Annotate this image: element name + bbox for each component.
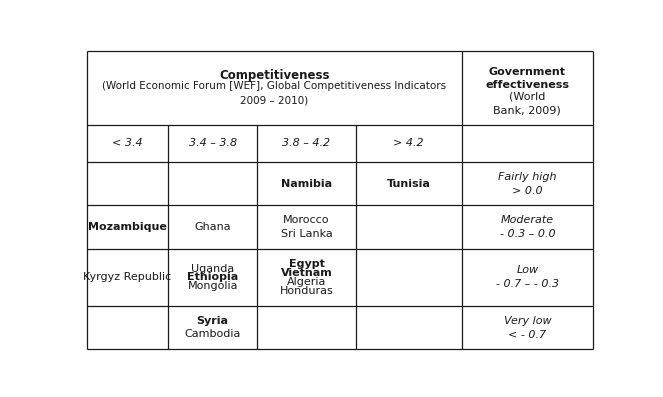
Text: < 3.4: < 3.4 bbox=[112, 138, 143, 148]
Text: Low
- 0.7 – - 0.3: Low - 0.7 – - 0.3 bbox=[496, 266, 559, 289]
Text: Tunisia: Tunisia bbox=[387, 179, 431, 189]
Text: Morocco
Sri Lanka: Morocco Sri Lanka bbox=[280, 216, 332, 239]
Text: Fairly high
> 0.0: Fairly high > 0.0 bbox=[498, 172, 556, 196]
Text: Vietnam: Vietnam bbox=[280, 268, 332, 278]
Text: 3.8 – 4.2: 3.8 – 4.2 bbox=[282, 138, 331, 148]
Text: Competitiveness: Competitiveness bbox=[219, 69, 330, 82]
Text: Namibia: Namibia bbox=[281, 179, 332, 189]
Text: Moderate
- 0.3 – 0.0: Moderate - 0.3 – 0.0 bbox=[499, 216, 555, 239]
Text: (World Economic Forum [WEF], Global Competitiveness Indicators
2009 – 2010): (World Economic Forum [WEF], Global Comp… bbox=[102, 81, 446, 106]
Text: Ethiopia: Ethiopia bbox=[187, 272, 238, 283]
Text: Honduras: Honduras bbox=[280, 286, 333, 296]
Text: Algeria: Algeria bbox=[287, 277, 326, 287]
Text: Cambodia: Cambodia bbox=[184, 330, 241, 339]
Text: Mongolia: Mongolia bbox=[188, 281, 238, 291]
Text: Mozambique: Mozambique bbox=[88, 222, 167, 232]
Text: > 4.2: > 4.2 bbox=[393, 138, 424, 148]
Text: 3.4 – 3.8: 3.4 – 3.8 bbox=[189, 138, 237, 148]
Text: Syria: Syria bbox=[197, 316, 229, 326]
Text: Uganda: Uganda bbox=[191, 264, 234, 274]
Text: Ghana: Ghana bbox=[194, 222, 231, 232]
Text: Kyrgyz Republic: Kyrgyz Republic bbox=[84, 272, 172, 283]
Text: (World
Bank, 2009): (World Bank, 2009) bbox=[493, 92, 561, 115]
Text: Government
effectiveness: Government effectiveness bbox=[485, 67, 570, 91]
Text: Very low
< - 0.7: Very low < - 0.7 bbox=[503, 316, 551, 339]
Text: Egypt: Egypt bbox=[288, 259, 324, 269]
